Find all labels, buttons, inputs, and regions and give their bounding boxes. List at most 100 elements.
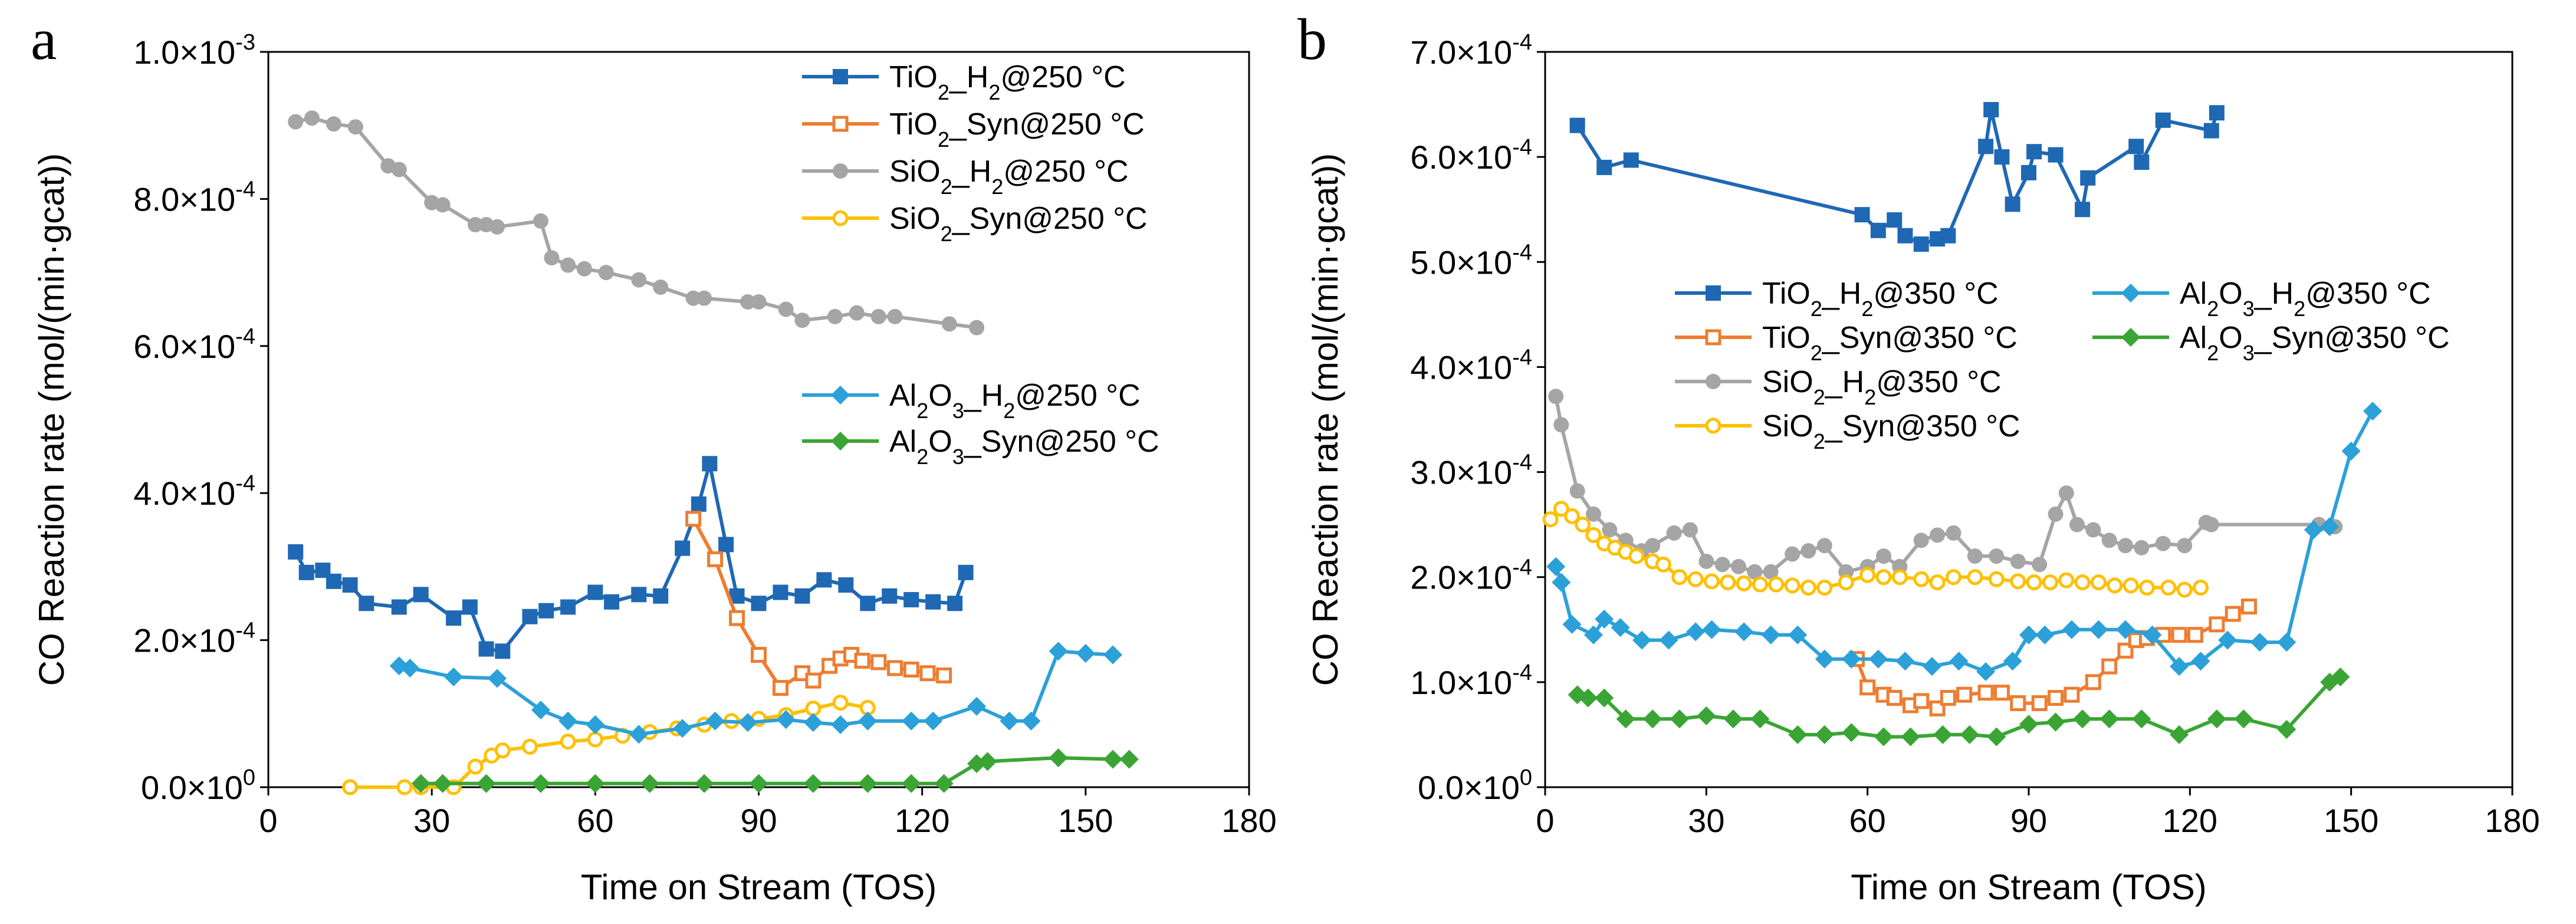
data-point <box>1628 548 1645 564</box>
data-point <box>2048 690 2064 706</box>
data-point <box>1913 571 1930 587</box>
data-point <box>816 572 832 588</box>
series-4 <box>389 642 1123 744</box>
data-point <box>326 116 341 132</box>
data-point <box>673 719 692 738</box>
data-point <box>776 710 796 729</box>
data-point <box>2331 667 2350 686</box>
data-point <box>2010 695 2026 711</box>
legend-marker <box>831 386 850 405</box>
data-point <box>1021 711 1041 731</box>
data-point <box>288 114 304 130</box>
data-point <box>2005 196 2020 212</box>
x-tick-label: 90 <box>2010 802 2047 839</box>
legend-label: Al2O3_Syn@250 °C <box>889 425 1159 469</box>
data-point <box>1929 574 1946 591</box>
data-point <box>1788 725 1808 744</box>
x-tick-label: 150 <box>1058 802 1113 839</box>
data-point <box>718 537 734 553</box>
data-point <box>1874 727 1893 747</box>
x-tick-label: 30 <box>413 802 450 839</box>
data-point <box>2176 581 2193 598</box>
data-point <box>560 257 576 273</box>
data-point <box>2193 580 2209 596</box>
data-point <box>1586 506 1601 522</box>
data-point <box>2209 616 2225 633</box>
data-point <box>1703 573 1720 590</box>
data-point <box>1946 525 1961 541</box>
data-point <box>1546 557 1566 576</box>
data-point <box>1049 748 1068 768</box>
data-point <box>2241 599 2258 615</box>
data-point <box>778 301 794 317</box>
data-point <box>391 162 407 177</box>
x-tick-label: 60 <box>1849 802 1886 839</box>
data-point <box>2026 574 2042 591</box>
data-point <box>1723 709 1743 729</box>
data-point <box>1750 709 1770 729</box>
data-point <box>1913 693 1930 709</box>
data-point <box>934 774 954 793</box>
data-point <box>467 758 484 775</box>
data-point <box>1960 725 1979 744</box>
data-point <box>772 680 788 696</box>
data-point <box>2225 606 2241 622</box>
data-point <box>1891 569 1908 586</box>
data-point <box>936 667 952 683</box>
data-point <box>359 596 374 611</box>
data-point <box>587 584 603 600</box>
legend-label: Al2O3_H2@250 °C <box>889 379 1141 423</box>
data-point <box>1747 564 1763 580</box>
data-point <box>586 715 605 735</box>
x-tick-label: 0 <box>259 802 277 839</box>
data-point <box>653 279 669 295</box>
data-point <box>1816 538 1832 554</box>
data-point <box>544 250 560 266</box>
data-point <box>2218 630 2237 650</box>
data-point <box>1967 548 1983 564</box>
data-point <box>1923 657 1941 676</box>
data-point <box>2160 580 2177 596</box>
data-point <box>1993 685 2010 701</box>
x-axis-title: Time on Stream (TOS) <box>581 867 937 907</box>
chart-b: 0 30 60 90 120 150 180 0.0×100 1.0×10-4 2.0×10-4 3… <box>1306 30 2540 907</box>
data-point <box>598 265 614 281</box>
data-point <box>2171 627 2187 643</box>
data-point <box>1859 679 1876 696</box>
data-point <box>1542 511 1559 528</box>
data-point <box>1103 645 1123 665</box>
data-point <box>1854 207 1870 223</box>
data-point <box>1800 543 1816 559</box>
legend-entry: Al2O3_Syn@350 °C <box>2092 321 2450 365</box>
data-point <box>1940 228 1956 244</box>
data-point <box>1697 706 1716 725</box>
data-point <box>738 713 758 732</box>
y-tick-label: 2.0×10-4 <box>1410 555 1532 596</box>
data-point <box>1595 609 1614 629</box>
legend-label: SiO2_H2@350 °C <box>1762 365 2002 409</box>
data-point <box>435 197 451 213</box>
chart-a: 0 30 60 90 120 150 180 0.0×100 2.0×10-4 4.0×10-4 6… <box>32 30 1277 907</box>
data-point <box>685 511 702 527</box>
data-point <box>1714 557 1730 573</box>
data-point <box>444 667 464 686</box>
data-point <box>558 711 578 731</box>
data-point <box>902 774 921 793</box>
data-point <box>2203 123 2219 139</box>
data-point <box>631 272 647 288</box>
data-point <box>531 774 550 793</box>
data-point <box>958 564 974 580</box>
data-point <box>2250 633 2269 652</box>
data-point <box>533 213 548 229</box>
data-point <box>707 551 724 567</box>
data-point <box>803 774 823 793</box>
legend-entry: SiO2_H2@350 °C <box>1675 365 2002 409</box>
data-point <box>2277 633 2296 652</box>
data-point <box>1702 620 1721 639</box>
legend-label: TiO2_Syn@250 °C <box>889 107 1145 152</box>
data-point <box>1976 662 1996 682</box>
series-line <box>294 462 968 653</box>
data-point <box>1611 618 1630 637</box>
data-point <box>1000 711 1019 731</box>
data-point <box>1913 236 1929 252</box>
